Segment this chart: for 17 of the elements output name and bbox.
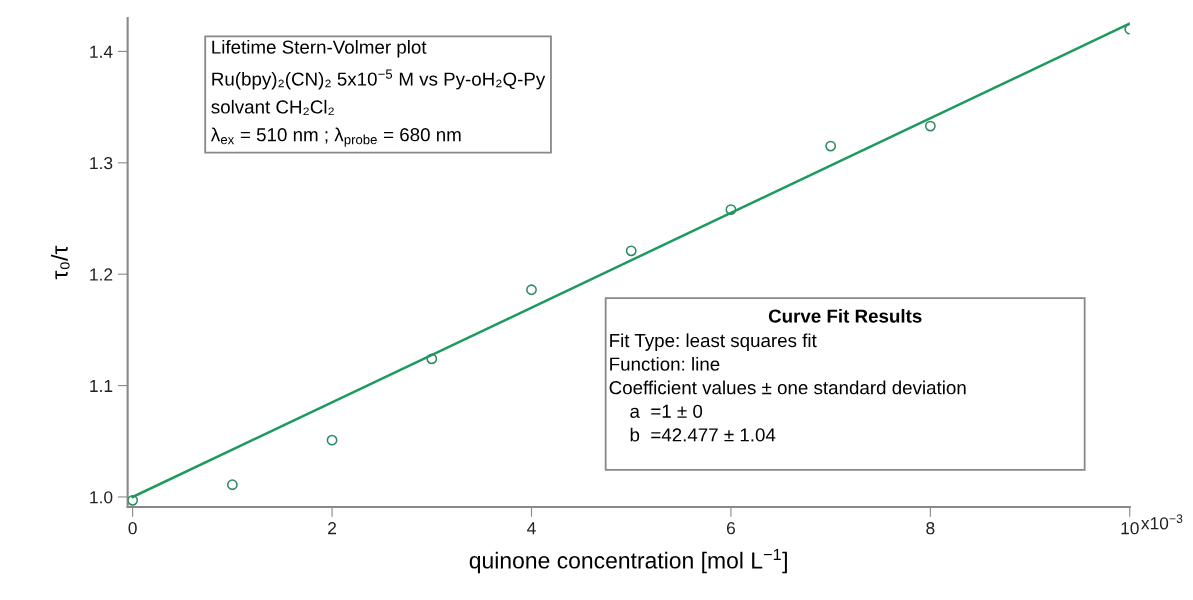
- x-tick-label: 4: [527, 522, 536, 535]
- x-tick-label: 2: [328, 522, 337, 535]
- y-tick-label: 1.3: [90, 156, 113, 170]
- text: x10$^{−3}$: [1141, 514, 1183, 530]
- text: Lifetime Stern-Volmer plot Ru(bpy)₂(CN)₂ 5x10$^{−5}$ M vs Py-oH₂Q-Py solvant CH₂Cl₂ λ$_{ex}$ = 510 nm ; λ$_{probe}$ = 680 nm: [210, 40, 546, 147]
- x-axis-title: quinone concentration [mol L$^{−1}$]: [469, 548, 787, 574]
- x-tick-label: 8: [926, 522, 935, 535]
- y-tick-label: 1.0: [90, 491, 113, 504]
- annotation: Fit Type: least squares fit Function: line Coefficient values ± one standard deviation a =1 ± 0 b =42.477 ± 1.04: [609, 333, 966, 442]
- y-axis-title: τ₀/τ: [50, 245, 70, 280]
- annotation: Curve Fit Results: [768, 308, 922, 323]
- x-tick-label: 10: [1121, 522, 1139, 535]
- x-tick-label: 6: [726, 522, 735, 535]
- x-tick-label: 0: [128, 522, 137, 535]
- y-tick-label: 1.4: [90, 45, 113, 58]
- y-tick-label: 1.2: [90, 268, 113, 281]
- y-tick-label: 1.1: [90, 379, 113, 392]
